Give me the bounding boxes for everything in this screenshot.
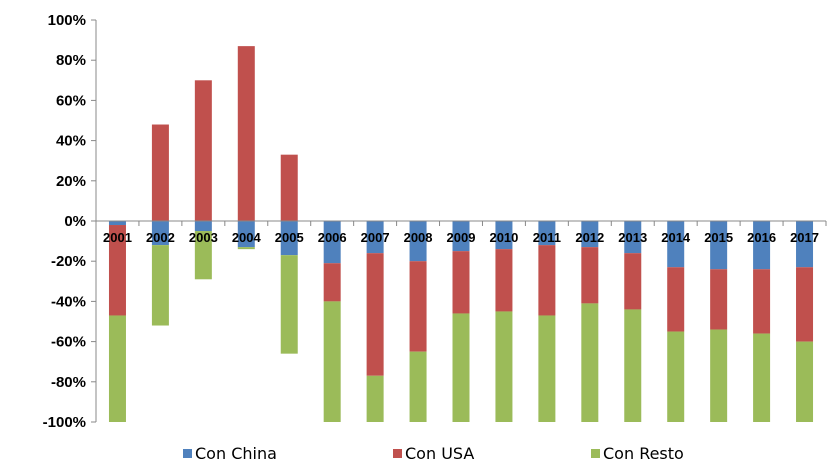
- y-tick-label: -20%: [51, 253, 86, 270]
- bar-con-usa-2015: [710, 269, 728, 330]
- bar-con-china-2010: [495, 221, 513, 250]
- bar-con-resto-2013: [624, 309, 642, 422]
- bar-con-resto-2005: [280, 255, 298, 354]
- bar-con-china-2017: [796, 221, 814, 268]
- y-tick-label: 80%: [56, 52, 86, 69]
- bar-con-resto-2002: [151, 245, 169, 326]
- bar-con-china-2014: [667, 221, 685, 268]
- bar-con-usa-2005: [280, 154, 298, 221]
- y-tick-label: 40%: [56, 133, 86, 150]
- bar-con-usa-2002: [151, 124, 169, 221]
- x-tick-label: 2010: [489, 230, 518, 245]
- bar-con-china-2016: [753, 221, 771, 270]
- x-tick-label: 2009: [447, 230, 476, 245]
- bar-con-china-2012: [581, 221, 599, 248]
- y-axis: 100% 80% 60% 40% 20% 0% -20% -40% -60% -80% -100%: [43, 12, 97, 431]
- x-tick-label: 2011: [533, 230, 561, 245]
- bar-con-china-2009: [452, 221, 470, 252]
- bar-con-usa-2008: [409, 261, 427, 352]
- bar-con-china-2004: [237, 221, 255, 248]
- y-tick-label: 0%: [64, 213, 86, 230]
- bar-con-resto-2003: [194, 231, 212, 280]
- y-tick-label: -80%: [51, 374, 86, 391]
- bar-con-resto-2017: [796, 341, 814, 422]
- x-tick-label: 2017: [790, 230, 819, 245]
- bar-con-resto-2010: [495, 311, 513, 422]
- bar-con-resto-2009: [452, 313, 470, 422]
- bar-con-china-2008: [409, 221, 427, 262]
- y-tick-label: -100%: [43, 414, 86, 431]
- bar-con-resto-2001: [108, 315, 126, 422]
- x-tick-label: 2013: [618, 230, 647, 245]
- x-tick-label: 2015: [704, 230, 733, 245]
- x-axis-labels: 2001 2002 2003 2004 2005 2006 2007 2008 2009 2010…: [103, 230, 819, 245]
- bar-con-china-2003: [194, 221, 212, 232]
- x-tick-label: 2014: [661, 230, 691, 245]
- x-tick-label: 2004: [232, 230, 262, 245]
- bar-con-usa-2009: [452, 251, 470, 314]
- bar-con-usa-2016: [753, 269, 771, 334]
- legend-swatch-con-resto: [591, 449, 600, 458]
- bar-con-china-2007: [366, 221, 384, 254]
- x-tick-label: 2008: [404, 230, 433, 245]
- bar-con-resto-2008: [409, 351, 427, 422]
- bar-con-usa-2001: [108, 225, 126, 316]
- bar-con-resto-2015: [710, 329, 728, 422]
- x-tick-label: 2005: [275, 230, 304, 245]
- bar-con-usa-2012: [581, 247, 599, 304]
- bar-con-resto-2007: [366, 375, 384, 422]
- bars: [95, 46, 827, 422]
- y-tick-label: -60%: [51, 334, 86, 351]
- bar-con-usa-2017: [796, 267, 814, 342]
- bar-con-resto-2004: [237, 247, 255, 250]
- legend-label: Con USA: [405, 444, 474, 462]
- bar-con-resto-2012: [581, 303, 599, 422]
- bar-con-china-2013: [624, 221, 642, 254]
- x-tick-label: 2007: [361, 230, 390, 245]
- x-tick-label: 2002: [146, 230, 175, 245]
- bar-con-china-2002: [151, 221, 169, 246]
- bar-con-usa-2003: [194, 80, 212, 221]
- bar-con-usa-2011: [538, 245, 556, 316]
- x-tick-label: 2006: [318, 230, 347, 245]
- bar-con-resto-2014: [667, 331, 685, 422]
- x-tick-label: 2012: [575, 230, 604, 245]
- legend: Con China Con USA Con Resto: [183, 444, 684, 462]
- bar-con-china-2001: [108, 221, 126, 226]
- x-tick-label: 2016: [747, 230, 776, 245]
- legend-swatch-con-china: [183, 449, 192, 458]
- legend-swatch-con-usa: [393, 449, 402, 458]
- bar-con-china-2015: [710, 221, 728, 270]
- bar-con-china-2006: [323, 221, 341, 264]
- bar-con-china-2011: [538, 221, 556, 246]
- bar-con-usa-2004: [237, 46, 255, 221]
- y-tick-label: 100%: [48, 12, 86, 29]
- x-tick-label: 2003: [189, 230, 218, 245]
- legend-label: Con China: [195, 444, 277, 462]
- bar-con-china-2005: [280, 221, 298, 256]
- y-tick-label: -40%: [51, 293, 86, 310]
- bar-con-usa-2010: [495, 249, 513, 312]
- bar-con-usa-2006: [323, 263, 341, 302]
- bar-con-usa-2014: [667, 267, 685, 332]
- bar-con-usa-2007: [366, 253, 384, 376]
- bar-con-resto-2016: [753, 333, 771, 422]
- bar-con-usa-2013: [624, 253, 642, 310]
- bar-con-resto-2011: [538, 315, 556, 422]
- legend-label: Con Resto: [603, 444, 684, 462]
- y-tick-label: 60%: [56, 92, 86, 109]
- bar-con-resto-2006: [323, 301, 341, 422]
- x-tick-label: 2001: [103, 230, 132, 245]
- y-tick-label: 20%: [56, 173, 86, 190]
